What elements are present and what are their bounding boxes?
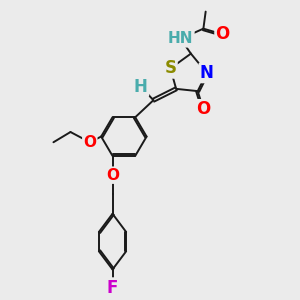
Text: O: O — [196, 100, 211, 118]
Text: S: S — [164, 59, 176, 77]
Text: O: O — [216, 25, 230, 43]
Text: N: N — [200, 64, 214, 82]
Text: O: O — [83, 135, 96, 150]
Text: F: F — [107, 279, 118, 297]
Text: O: O — [106, 168, 119, 183]
Text: HN: HN — [168, 32, 194, 46]
Text: H: H — [134, 78, 148, 96]
